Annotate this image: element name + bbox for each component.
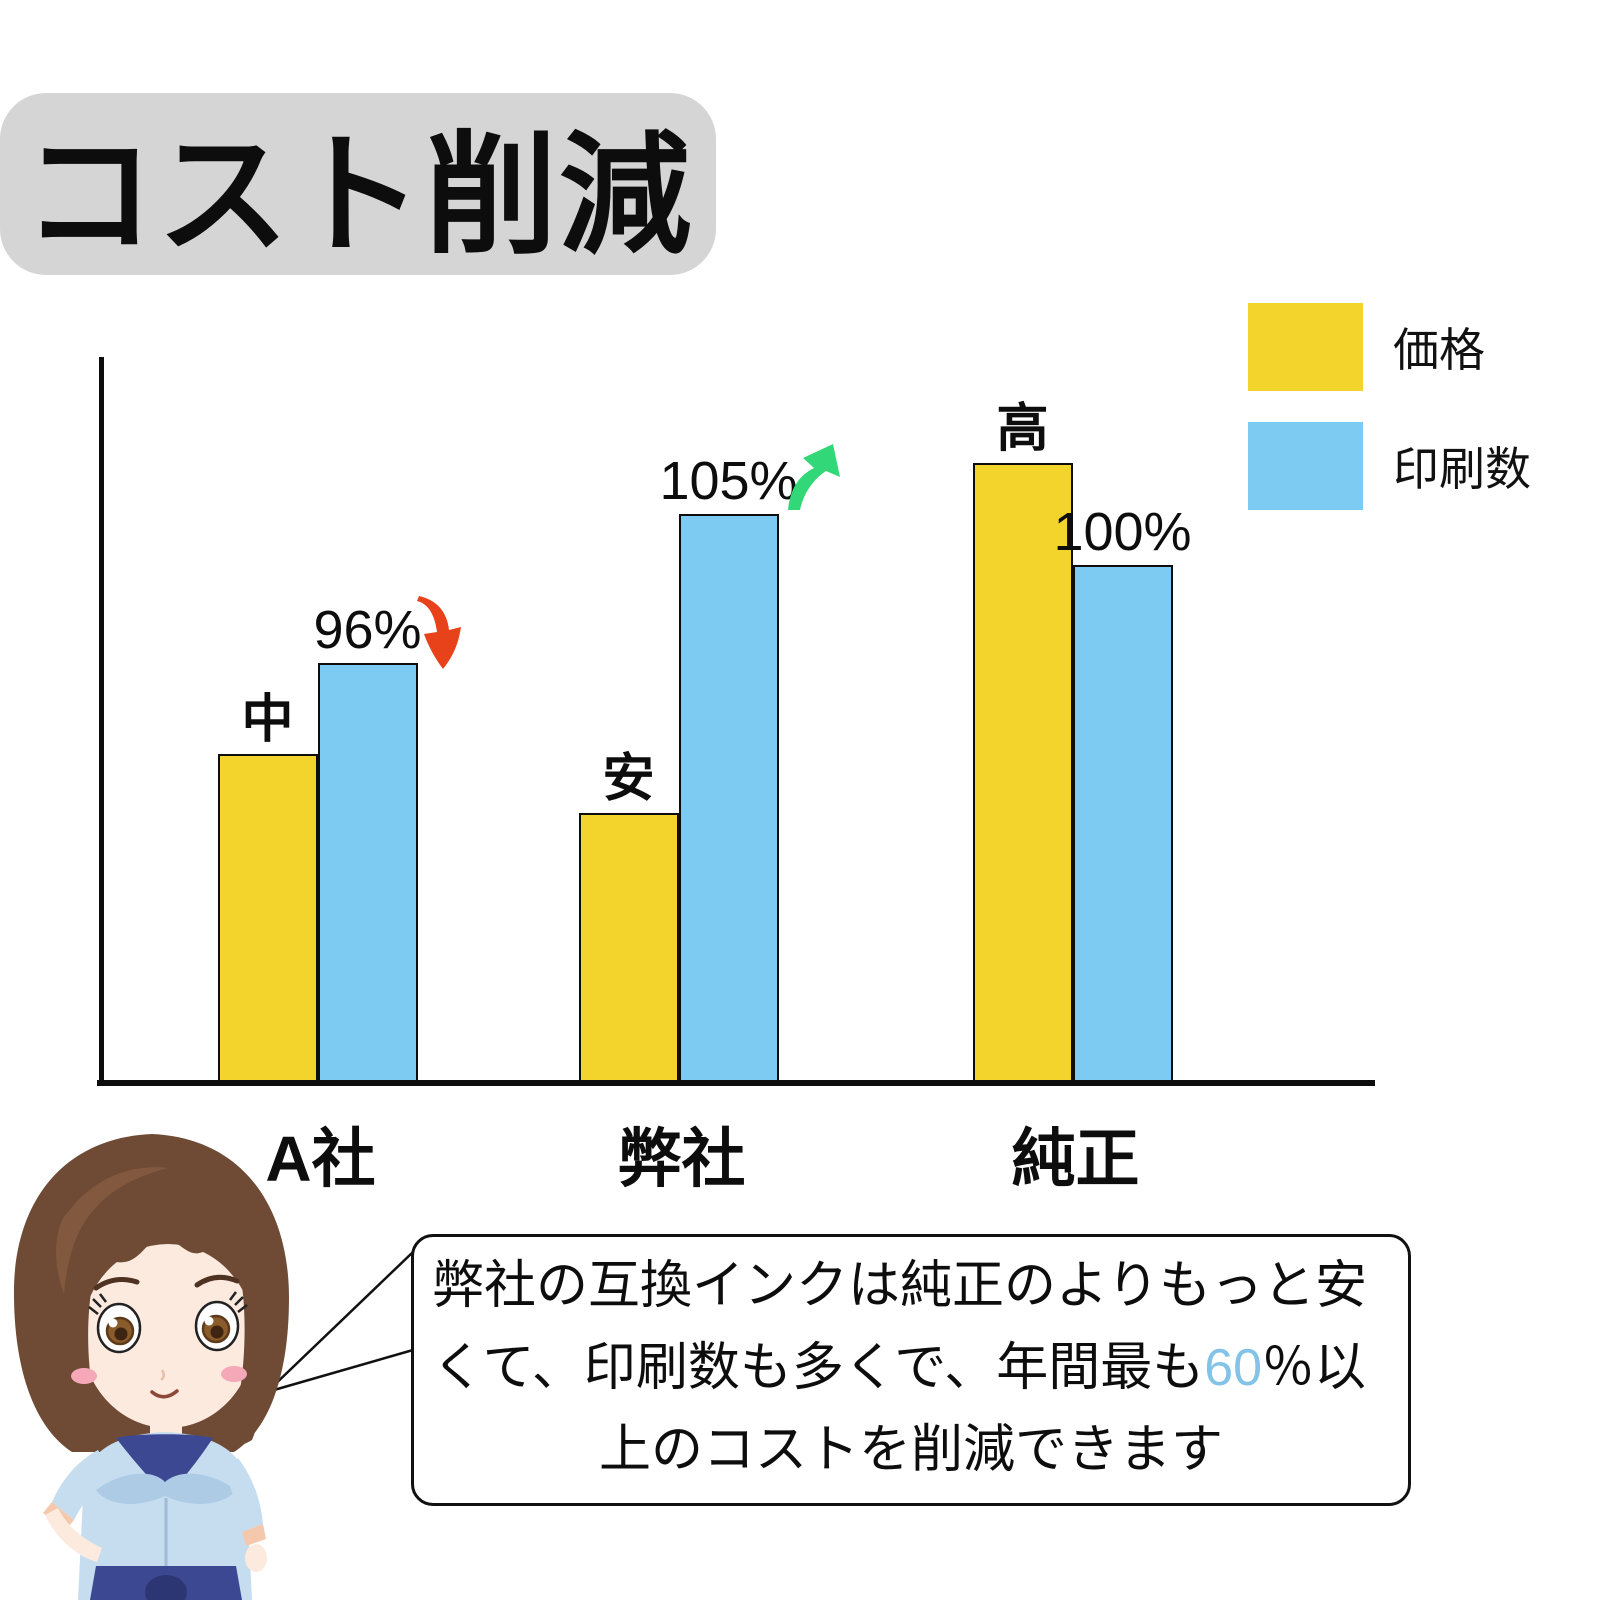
x-axis [97,1080,1375,1086]
speech-bubble: 弊社の互換インクは純正のよりもっと安 くて、印刷数も多くで、年間最も60％以 上… [411,1234,1411,1506]
bar-price-1 [578,813,679,1082]
price-swatch [1248,303,1363,391]
trend-up-arrow-icon [788,444,840,510]
bar-label-prints-0: 96% [313,600,422,660]
bar-label-price-0: 中 [241,691,294,749]
speech-highlight-60: 60 [1204,1339,1263,1397]
legend-label-prints: 印刷数 [1393,443,1531,495]
mascot-right-eye [194,1291,248,1352]
legend-item-prints: 印刷数 [1248,422,1531,510]
mascot-woman [13,1134,289,1600]
legend-item-price: 価格 [1248,303,1531,391]
speech-line-1: 弊社の互換インクは純正のよりもっと安 [432,1257,1367,1315]
speech-line-3: 上のコストを削減できます [598,1421,1223,1479]
bar-prints-2 [1072,565,1173,1082]
trend-down-arrow-icon [417,596,461,669]
title-banner: コスト削減 [0,93,716,275]
bar-label-price-1: 安 [602,750,655,808]
speech-line-2: くて、印刷数も多くで、年間最も60％以 [432,1327,1390,1409]
bar-label-prints-1: 105% [659,451,798,511]
category-label-1: 弊社 [617,1123,746,1195]
bar-label-price-2: 高 [996,400,1049,458]
speech-line-2-pre: くて、印刷数も多くで、年間最も [432,1339,1205,1397]
y-axis [99,357,104,1086]
bar-prints-0 [317,663,418,1082]
page-title: コスト削減 [23,121,693,269]
speech-line-2-post: ％以 [1262,1339,1367,1397]
prints-swatch [1248,422,1363,510]
mascot-shirt [116,1434,213,1496]
category-label-2: 純正 [1011,1123,1140,1195]
speech-bubble-tail [266,1251,414,1394]
legend-label-price: 価格 [1393,324,1485,376]
bar-price-2 [972,463,1073,1082]
bar-prints-1 [678,514,779,1082]
mascot-left-eye [88,1293,142,1354]
bar-price-0 [217,754,318,1082]
chart-legend: 価格 印刷数 [1248,303,1531,510]
category-label-0: A社 [265,1123,376,1195]
bar-label-prints-2: 100% [1053,502,1192,562]
mascot-face [82,1244,254,1428]
